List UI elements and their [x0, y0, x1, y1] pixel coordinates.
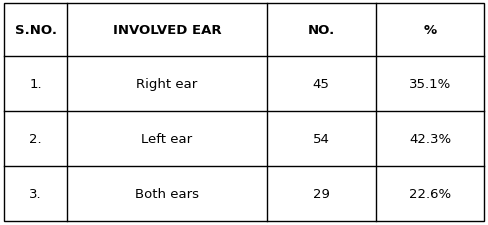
- Text: Right ear: Right ear: [136, 78, 198, 91]
- Text: 2.: 2.: [29, 133, 42, 146]
- Text: NO.: NO.: [307, 24, 335, 37]
- Text: %: %: [424, 24, 437, 37]
- Text: 35.1%: 35.1%: [409, 78, 451, 91]
- Text: Left ear: Left ear: [142, 133, 193, 146]
- Text: 1.: 1.: [29, 78, 42, 91]
- Text: 54: 54: [313, 133, 330, 146]
- Text: Both ears: Both ears: [135, 187, 199, 200]
- Text: 45: 45: [313, 78, 330, 91]
- Text: 22.6%: 22.6%: [409, 187, 451, 200]
- Text: S.NO.: S.NO.: [15, 24, 57, 37]
- Text: 42.3%: 42.3%: [409, 133, 451, 146]
- Text: 29: 29: [313, 187, 330, 200]
- Text: 3.: 3.: [29, 187, 42, 200]
- Text: INVOLVED EAR: INVOLVED EAR: [113, 24, 221, 37]
